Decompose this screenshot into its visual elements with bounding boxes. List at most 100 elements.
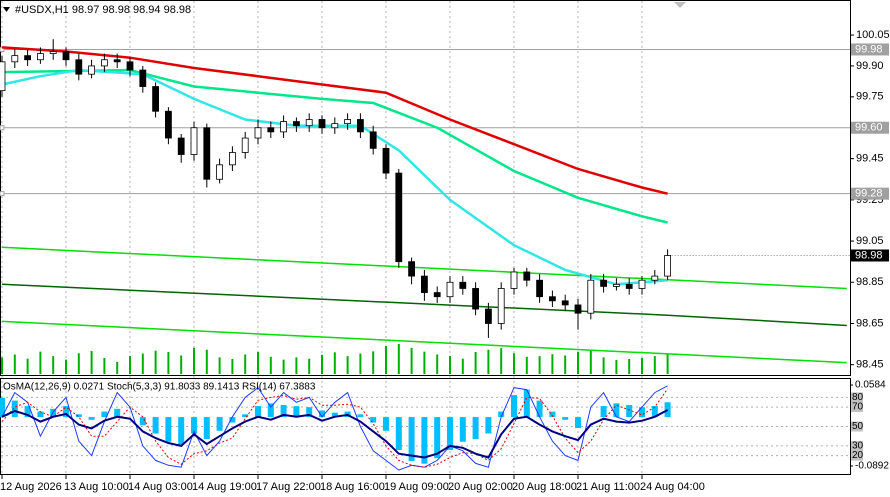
volume-bar bbox=[564, 355, 567, 374]
osma-bar bbox=[536, 400, 543, 418]
level-label-box bbox=[851, 187, 889, 200]
volume-bar bbox=[538, 356, 541, 374]
osma-bar bbox=[613, 403, 620, 418]
volume-bar bbox=[359, 353, 362, 374]
volume-bar bbox=[666, 354, 669, 374]
osma-bar bbox=[370, 417, 377, 423]
osc-tick-label: 20 bbox=[852, 450, 864, 461]
candle-body bbox=[369, 131, 377, 149]
volume-bar bbox=[141, 353, 144, 374]
volume-bar bbox=[205, 349, 208, 374]
osma-bar bbox=[485, 417, 492, 434]
level-square bbox=[0, 125, 5, 131]
volume-bar bbox=[295, 357, 298, 374]
x-tick-label: 24 Aug 04:00 bbox=[640, 481, 705, 493]
osc-line bbox=[1, 409, 669, 459]
x-tick-label: 21 Aug 11:00 bbox=[576, 481, 640, 493]
x-tick-label: 19 Aug 09:00 bbox=[384, 481, 449, 493]
trend-line bbox=[1, 320, 847, 364]
volume-bar bbox=[410, 347, 413, 374]
candle-body bbox=[305, 119, 313, 127]
x-tick-label: 20 Aug 02:00 bbox=[448, 481, 513, 493]
osc-y2-tick-label: -0.0892 bbox=[855, 461, 889, 472]
menu-arrow[interactable] bbox=[3, 7, 10, 12]
osma-bar bbox=[664, 402, 671, 418]
candle-body bbox=[523, 271, 531, 281]
volume-bar bbox=[551, 354, 554, 374]
x-tick-label: 17 Aug 22:00 bbox=[256, 481, 321, 493]
volume-bar bbox=[577, 351, 579, 374]
volume-bar bbox=[321, 354, 323, 374]
volume-bar bbox=[231, 359, 234, 374]
candle-body bbox=[459, 281, 467, 289]
osma-bar bbox=[626, 404, 633, 418]
osma-bar bbox=[562, 417, 569, 420]
last-price-box bbox=[851, 249, 889, 262]
x-tick-label: 20 Aug 18:00 bbox=[512, 481, 577, 493]
osma-bar bbox=[549, 411, 556, 418]
volume-bar bbox=[65, 359, 67, 374]
volume-bar bbox=[397, 344, 400, 374]
volume-bar bbox=[180, 355, 183, 374]
candle-body bbox=[267, 127, 275, 133]
candle-body bbox=[600, 279, 607, 287]
volume-bar bbox=[449, 356, 451, 374]
volume-bar bbox=[218, 357, 221, 374]
osma-bar bbox=[88, 417, 95, 420]
candle-body bbox=[62, 51, 70, 61]
volume-bar bbox=[257, 351, 259, 374]
osc-tick-box bbox=[851, 450, 863, 461]
chart-shift-marker[interactable] bbox=[674, 2, 686, 8]
level-label: 99.28 bbox=[855, 188, 883, 200]
candle-body bbox=[613, 283, 620, 287]
osma-bar bbox=[216, 417, 223, 431]
osma-bar bbox=[639, 407, 645, 418]
osma-bar bbox=[523, 389, 530, 418]
volume-bar bbox=[474, 351, 477, 374]
osc-line bbox=[1, 388, 669, 468]
candle-body bbox=[446, 281, 454, 298]
volume-bar bbox=[641, 358, 643, 374]
moving-average bbox=[1, 46, 668, 195]
candle-body bbox=[292, 121, 300, 127]
candle-body bbox=[472, 288, 480, 310]
x-tick-label: 14 Aug 03:00 bbox=[128, 481, 193, 493]
osma-bar bbox=[511, 395, 517, 418]
volume-bar bbox=[461, 358, 464, 374]
candle-body bbox=[574, 304, 582, 314]
candle-body bbox=[664, 255, 671, 277]
osma-bar bbox=[255, 406, 261, 418]
osc-tick-box bbox=[851, 440, 863, 451]
candle-body bbox=[228, 152, 236, 166]
x-tick-label: 14 Aug 19:00 bbox=[192, 481, 257, 493]
oscillator-label: OsMA(12,26,9) 0.0271 Stoch(5,3,3) 91.803… bbox=[3, 382, 316, 393]
candle-body bbox=[638, 279, 646, 289]
y-tick-label: 100.05 bbox=[856, 29, 890, 41]
volume-bar bbox=[346, 356, 349, 374]
candle-body bbox=[11, 55, 19, 63]
osma-bar bbox=[63, 406, 69, 418]
candle-body bbox=[139, 69, 147, 87]
x-tick-label: 18 Aug 16:00 bbox=[320, 481, 385, 493]
candle-body bbox=[49, 51, 57, 54]
volume-bar bbox=[103, 358, 106, 374]
osma-bar bbox=[472, 417, 479, 440]
candle-body bbox=[497, 288, 505, 324]
candle-body bbox=[37, 53, 44, 61]
volume-bar bbox=[333, 352, 336, 374]
osma-bar bbox=[319, 410, 325, 418]
osc-tick-box bbox=[851, 421, 863, 432]
osma-bar bbox=[434, 417, 441, 459]
osma-bar bbox=[293, 406, 300, 418]
volume-bar bbox=[500, 348, 503, 374]
candle-body bbox=[164, 110, 172, 139]
candle-body bbox=[241, 137, 249, 153]
volume-bar bbox=[385, 345, 387, 374]
y-tick-label: 99.75 bbox=[856, 91, 884, 103]
candle-body bbox=[88, 65, 95, 75]
candle-body bbox=[344, 119, 352, 125]
volume-bar bbox=[129, 356, 131, 374]
osma-bar bbox=[651, 406, 658, 418]
y-tick-label: 99.05 bbox=[856, 235, 884, 247]
volume-bar bbox=[244, 354, 247, 374]
